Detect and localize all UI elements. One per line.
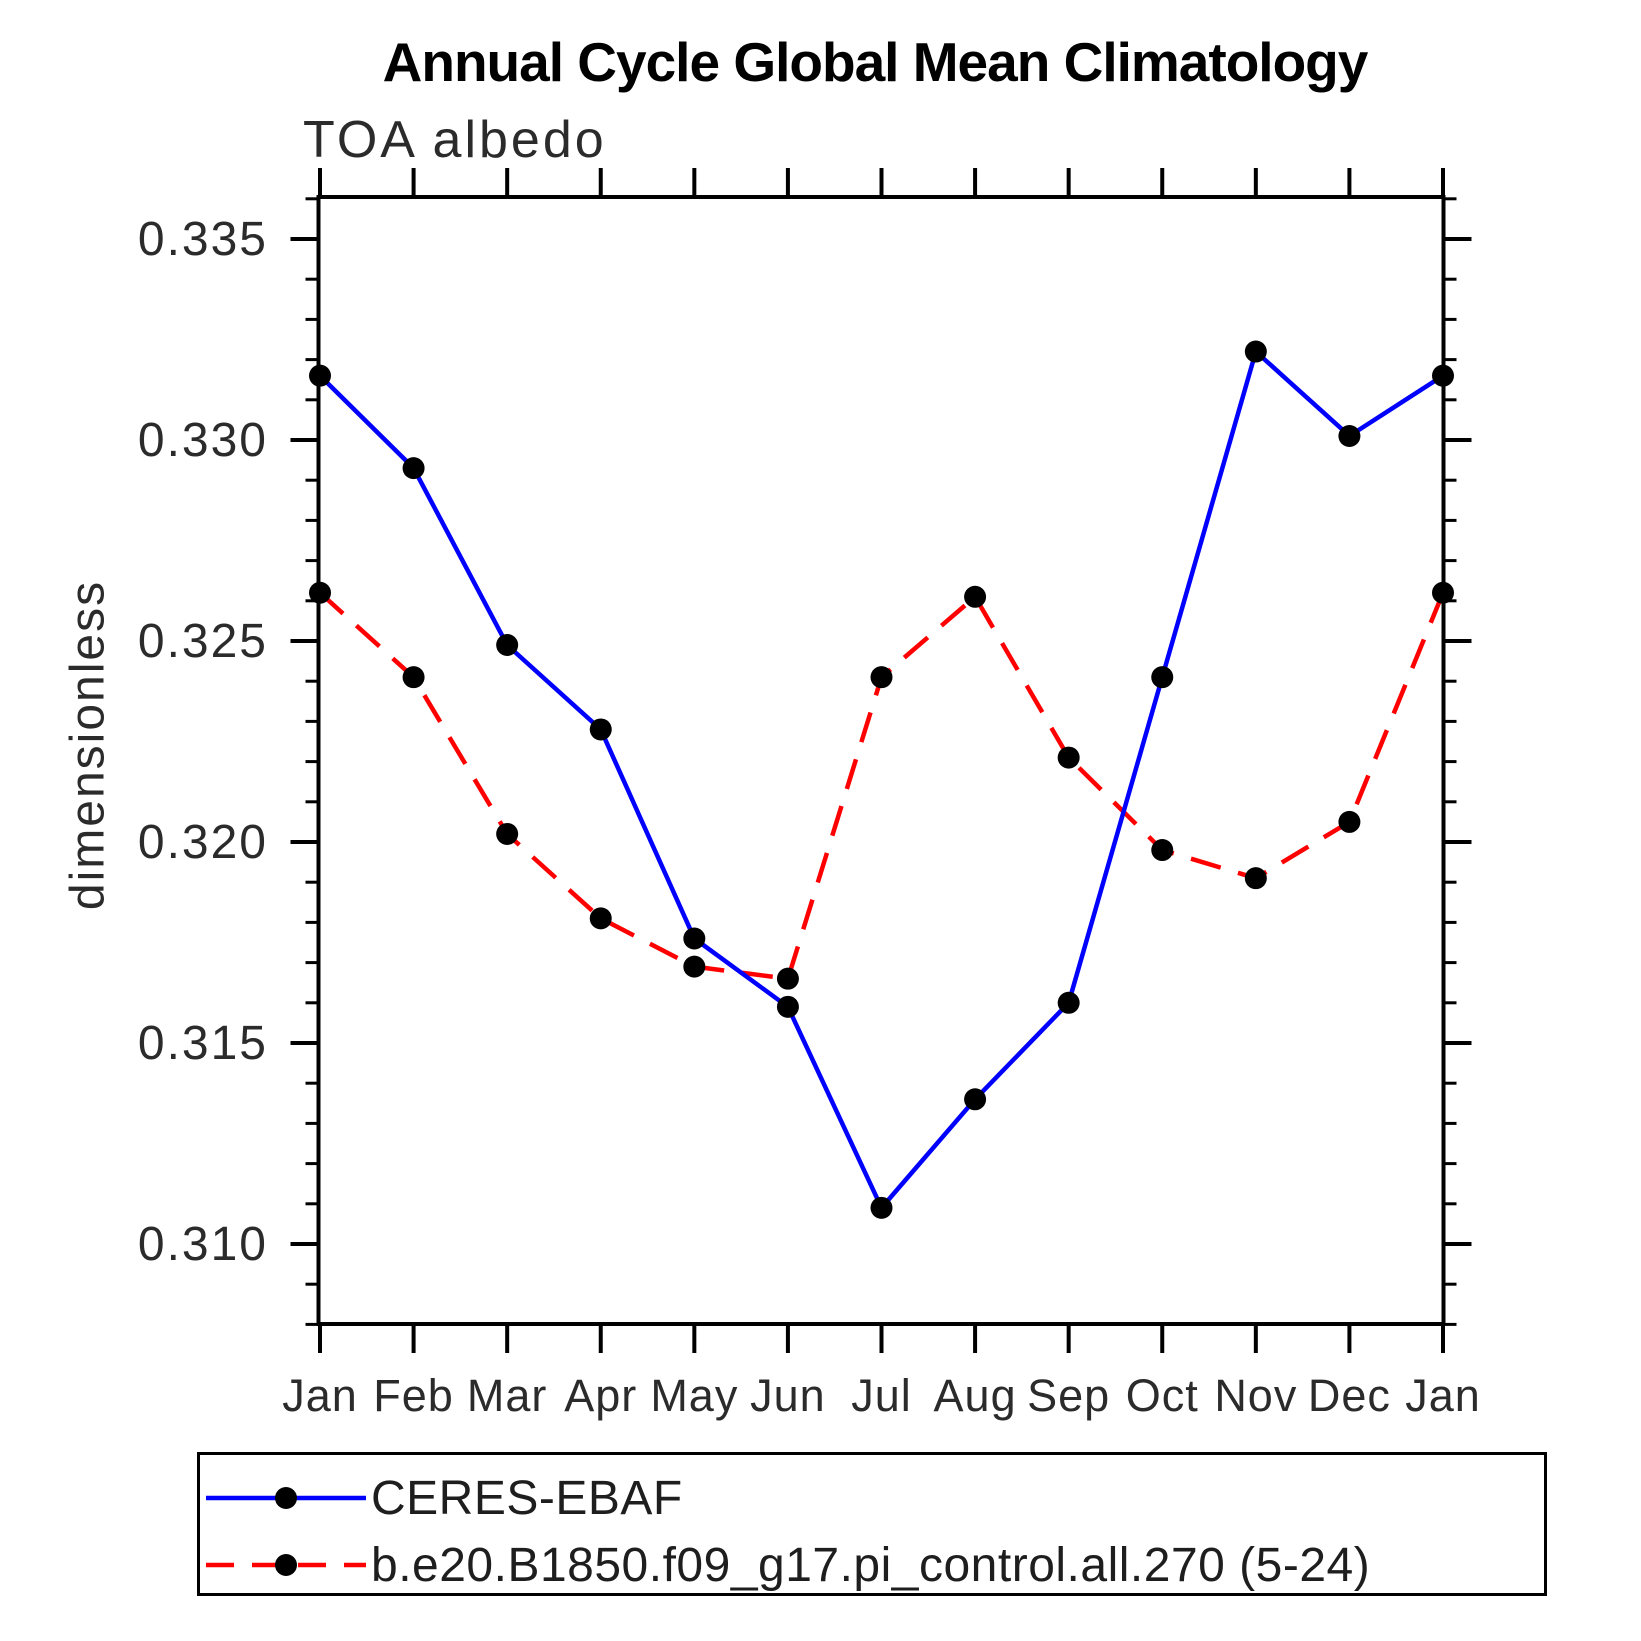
data-point-marker (496, 634, 519, 657)
legend-item-model: b.e20.B1850.f09_g17.pi_control.all.270 (… (205, 1538, 1371, 1592)
series-line-1 (318, 591, 1446, 982)
chart-title: Annual Cycle Global Mean Climatology (382, 31, 1369, 93)
data-point-marker (776, 967, 799, 990)
legend-line-sample-model (206, 1554, 366, 1576)
data-point-marker (1244, 340, 1267, 363)
x-axis-tick-label: Dec (1308, 1370, 1391, 1421)
x-axis-tick-label: Mar (467, 1370, 548, 1421)
series-line-0 (318, 347, 1445, 1212)
x-axis-tick-label: Nov (1214, 1370, 1297, 1421)
data-point-marker (1057, 991, 1080, 1014)
y-axis-tick-label: 0.330 (138, 414, 268, 467)
data-point-marker (496, 822, 519, 845)
y-axis-tick-label: 0.320 (138, 816, 268, 869)
legend-item-ceres: CERES-EBAF (205, 1471, 683, 1525)
data-point-marker (1151, 839, 1174, 862)
data-point-marker (402, 457, 425, 480)
data-point-marker (964, 585, 987, 608)
x-axis-tick-label: May (650, 1370, 738, 1421)
legend-line-sample-ceres-ebaf (206, 1487, 366, 1509)
x-axis-tick-label: Apr (564, 1370, 637, 1421)
data-point-marker (589, 907, 612, 930)
x-axis-tick-label: Oct (1126, 1370, 1199, 1421)
data-point-marker (776, 995, 799, 1018)
data-point-marker (309, 581, 331, 604)
data-point-marker (309, 364, 331, 387)
data-point-marker (1338, 424, 1361, 447)
y-axis-tick-label: 0.315 (138, 1017, 268, 1070)
data-point-marker (964, 1088, 987, 1111)
data-point-marker (589, 718, 612, 741)
x-axis-tick-label: Jun (750, 1370, 826, 1421)
data-point-marker (1432, 581, 1454, 604)
x-axis-tick-label: Feb (373, 1370, 454, 1421)
plot-frame (316, 195, 1446, 1326)
data-point-marker (870, 666, 893, 689)
y-axis-tick-label: 0.335 (138, 213, 268, 266)
data-point-marker (1244, 867, 1267, 890)
data-point-marker (1338, 810, 1361, 833)
data-point-marker (402, 666, 425, 689)
data-point-marker (683, 955, 706, 978)
x-axis-tick-label: Jan (1405, 1370, 1481, 1421)
legend-label-model: b.e20.B1850.f09_g17.pi_control.all.270 (… (371, 1538, 1371, 1592)
y-axis-tick-label: 0.310 (138, 1218, 268, 1271)
data-point-marker (870, 1196, 893, 1219)
y-axis-tick-label: 0.325 (138, 615, 268, 668)
legend-label-ceres-ebaf: CERES-EBAF (371, 1471, 683, 1525)
data-point-marker (1432, 364, 1454, 387)
data-point-marker (1057, 746, 1080, 769)
x-axis-tick-label: Jan (282, 1370, 358, 1421)
x-axis-tick-label: Aug (934, 1370, 1017, 1421)
data-point-marker (683, 927, 706, 950)
data-point-marker (1151, 666, 1174, 689)
x-axis-tick-label: Sep (1027, 1370, 1110, 1421)
chart-subtitle: TOA albedo (303, 111, 607, 169)
x-axis-tick-label: Jul (851, 1370, 912, 1421)
legend: CERES-EBAF b.e20.B1850.f09_g17.pi_contro… (197, 1452, 1547, 1596)
